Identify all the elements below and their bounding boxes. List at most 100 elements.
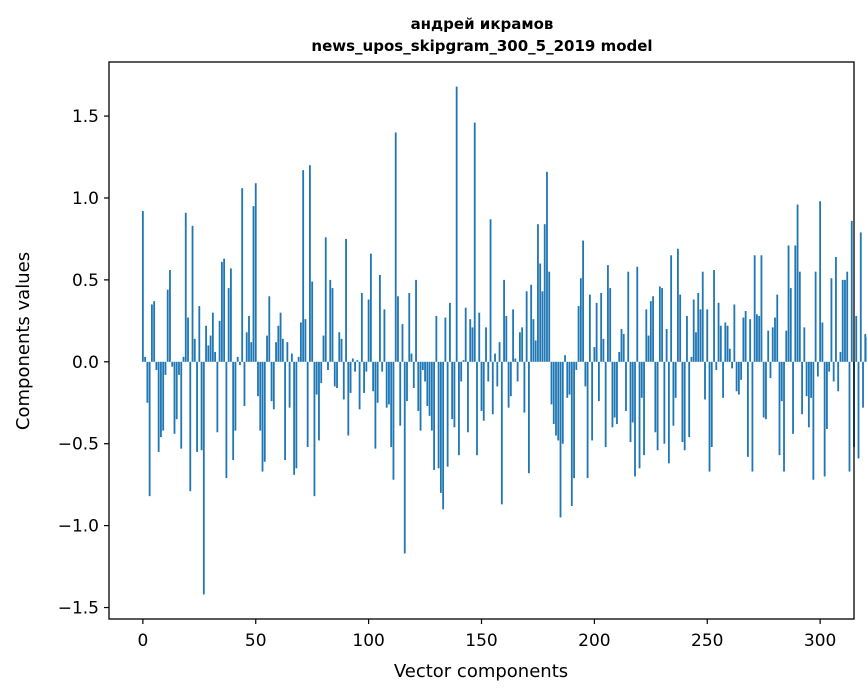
bar (596, 303, 598, 362)
bar (819, 201, 821, 362)
bar (314, 362, 316, 496)
bar (232, 362, 234, 460)
bar (625, 362, 627, 411)
bar (239, 362, 241, 365)
bar (697, 293, 699, 362)
bar (289, 362, 291, 408)
bar (580, 278, 582, 362)
bar (160, 362, 162, 437)
bar (426, 362, 428, 406)
bar (379, 275, 381, 362)
bar (539, 264, 541, 362)
bar (546, 172, 548, 362)
bar (862, 362, 864, 408)
bar (593, 347, 595, 362)
bar (192, 226, 194, 362)
bar (259, 362, 261, 431)
bar (219, 321, 221, 362)
bar (733, 304, 735, 361)
x-tick-label: 50 (245, 631, 267, 651)
bar (454, 362, 456, 428)
bar (442, 362, 444, 509)
bar (758, 316, 760, 362)
bar (627, 272, 629, 362)
bar (715, 362, 717, 370)
bar (774, 318, 776, 362)
bar (623, 334, 625, 362)
bar (158, 362, 160, 452)
bar (747, 362, 749, 457)
bar (505, 316, 507, 362)
bar (772, 327, 774, 361)
bar (503, 280, 505, 362)
bar (487, 362, 489, 382)
bar (781, 362, 783, 401)
bar (386, 362, 388, 408)
bar (481, 362, 483, 411)
bar (801, 362, 803, 414)
bar (578, 306, 580, 362)
bar (494, 354, 496, 362)
bar (146, 362, 148, 403)
bar-series (142, 87, 867, 595)
bar (329, 280, 331, 362)
bar (668, 362, 670, 464)
bar (174, 362, 176, 434)
bar (720, 326, 722, 362)
bar (257, 362, 259, 396)
bar (767, 331, 769, 362)
bar (291, 354, 293, 362)
bar (338, 332, 340, 361)
bar (490, 219, 492, 362)
bar (770, 362, 772, 378)
bar (812, 362, 814, 480)
bar (438, 362, 440, 468)
bar (792, 362, 794, 434)
bar (582, 241, 584, 362)
bar (165, 362, 167, 375)
bar (433, 362, 435, 470)
bar (235, 362, 237, 431)
bar (221, 262, 223, 362)
bar (266, 336, 268, 362)
bar (752, 362, 754, 472)
bar (368, 300, 370, 362)
bar (700, 309, 702, 361)
bar (587, 362, 589, 478)
bar (149, 362, 151, 496)
bar (300, 322, 302, 361)
x-tick-label: 0 (137, 631, 148, 651)
bar (533, 319, 535, 362)
y-tick-label: 0.0 (72, 353, 99, 373)
bar (729, 349, 731, 362)
bar (356, 360, 358, 362)
bar (858, 362, 860, 459)
bar (560, 362, 562, 518)
bar (397, 296, 399, 362)
bar (510, 362, 512, 396)
bar (636, 267, 638, 362)
bar (731, 362, 733, 369)
bar (201, 362, 203, 450)
bar (765, 362, 767, 419)
bar (806, 362, 808, 396)
bar (210, 336, 212, 362)
bar (332, 288, 334, 362)
bar (688, 362, 690, 437)
bar-chart: андрей икрамов news_upos_skipgram_300_5_… (0, 0, 867, 696)
bar (614, 362, 616, 418)
bar (575, 362, 577, 370)
bar (695, 332, 697, 361)
bar (320, 362, 322, 383)
bar (679, 295, 681, 362)
bar (187, 318, 189, 362)
bar (359, 362, 361, 410)
bar (189, 362, 191, 491)
bar (677, 249, 679, 362)
bar (589, 295, 591, 362)
bar (799, 272, 801, 362)
bar (268, 296, 270, 362)
y-tick-label: −1.5 (58, 599, 99, 619)
bar (607, 265, 609, 362)
bar (280, 313, 282, 362)
